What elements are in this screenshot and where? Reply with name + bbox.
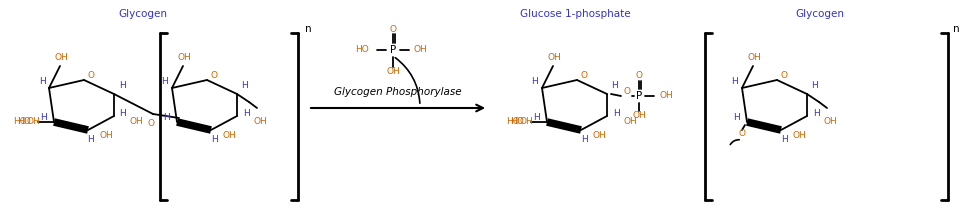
Text: OH: OH bbox=[747, 52, 761, 62]
Text: H: H bbox=[242, 82, 249, 90]
FancyArrowPatch shape bbox=[731, 140, 739, 145]
Text: OH: OH bbox=[386, 68, 400, 77]
Text: H: H bbox=[812, 109, 820, 118]
Text: Glucose 1-phosphate: Glucose 1-phosphate bbox=[519, 9, 631, 19]
Text: n: n bbox=[952, 24, 959, 34]
Text: O: O bbox=[780, 71, 787, 79]
Text: H: H bbox=[532, 77, 539, 85]
Text: O: O bbox=[87, 71, 94, 79]
Text: O: O bbox=[210, 71, 218, 79]
Text: OH: OH bbox=[413, 46, 427, 54]
Text: HO: HO bbox=[17, 116, 31, 125]
Text: P: P bbox=[636, 91, 642, 101]
Text: OH: OH bbox=[130, 116, 144, 125]
Text: OH: OH bbox=[519, 118, 533, 126]
Text: Glycogen: Glycogen bbox=[796, 9, 845, 19]
Text: H: H bbox=[210, 135, 217, 145]
Text: P: P bbox=[390, 45, 396, 55]
Text: H: H bbox=[780, 135, 787, 145]
Text: O: O bbox=[623, 87, 631, 95]
Text: H: H bbox=[119, 82, 126, 90]
FancyArrowPatch shape bbox=[396, 58, 420, 103]
Text: OH: OH bbox=[632, 111, 646, 120]
Text: H: H bbox=[87, 135, 94, 145]
Text: H: H bbox=[732, 77, 738, 85]
Text: O: O bbox=[148, 119, 155, 128]
Text: H: H bbox=[40, 113, 47, 121]
Text: O: O bbox=[581, 71, 588, 79]
Text: n: n bbox=[304, 24, 311, 34]
Text: OH: OH bbox=[99, 131, 113, 140]
Text: O: O bbox=[390, 26, 396, 35]
Text: OH: OH bbox=[792, 131, 805, 140]
Text: H: H bbox=[612, 82, 618, 90]
Text: H: H bbox=[38, 77, 45, 85]
Text: H: H bbox=[163, 113, 170, 121]
Text: OH: OH bbox=[659, 92, 673, 100]
Text: H: H bbox=[533, 113, 540, 121]
Text: O: O bbox=[636, 72, 642, 80]
Text: H: H bbox=[243, 109, 250, 118]
Text: H: H bbox=[733, 113, 740, 121]
Text: HO: HO bbox=[13, 116, 27, 125]
Text: H: H bbox=[581, 135, 588, 145]
Text: H: H bbox=[161, 77, 168, 85]
Text: OH: OH bbox=[253, 116, 267, 125]
Text: H: H bbox=[120, 109, 127, 118]
Text: HO: HO bbox=[355, 46, 369, 54]
Text: H: H bbox=[811, 82, 818, 90]
Text: O: O bbox=[738, 130, 746, 139]
Text: Glycogen Phosphorylase: Glycogen Phosphorylase bbox=[334, 87, 462, 97]
Text: Glycogen: Glycogen bbox=[118, 9, 167, 19]
Text: OH: OH bbox=[222, 131, 236, 140]
Text: HO: HO bbox=[506, 116, 520, 125]
Text: H: H bbox=[612, 109, 619, 118]
Text: OH: OH bbox=[547, 52, 561, 62]
Text: OH: OH bbox=[26, 118, 40, 126]
Text: OH: OH bbox=[178, 52, 191, 62]
Text: OH: OH bbox=[823, 116, 837, 125]
Text: OH: OH bbox=[592, 131, 606, 140]
Text: OH: OH bbox=[54, 52, 68, 62]
Text: HO: HO bbox=[511, 116, 524, 125]
Text: OH: OH bbox=[623, 116, 636, 125]
